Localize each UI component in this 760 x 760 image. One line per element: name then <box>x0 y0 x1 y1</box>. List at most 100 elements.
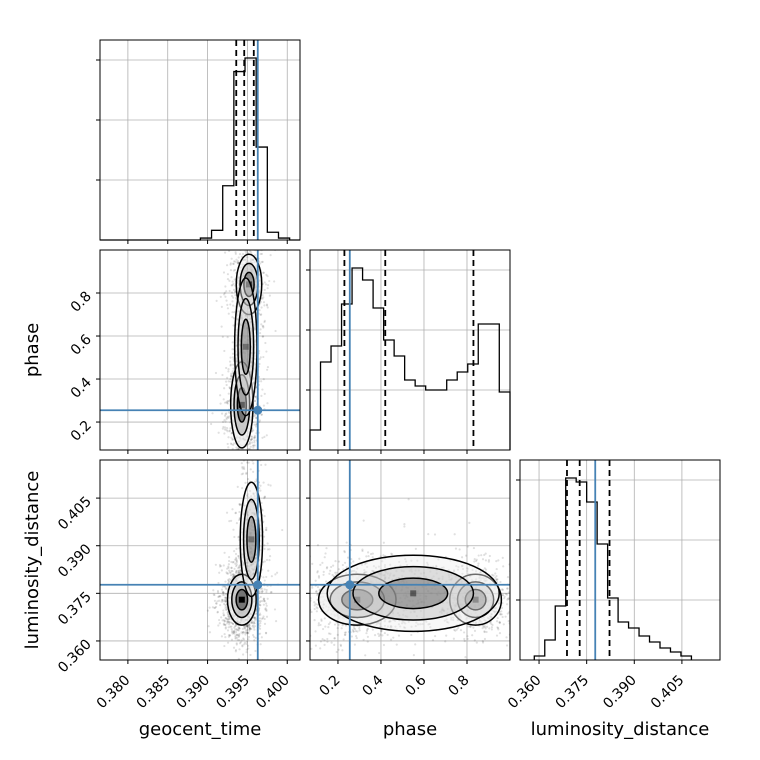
sample-point <box>414 547 417 550</box>
sample-point <box>239 337 242 340</box>
hist-panel-luminosity_distance <box>519 459 721 661</box>
sample-point <box>227 556 231 559</box>
sample-point <box>488 554 491 558</box>
sample-point <box>371 556 374 559</box>
sample-point <box>249 552 252 555</box>
sample-point <box>263 320 266 324</box>
sample-point <box>223 387 226 390</box>
sample-point <box>390 625 393 628</box>
sample-point <box>226 567 229 570</box>
sample-point <box>436 593 439 597</box>
sample-point <box>406 586 410 589</box>
sample-point <box>225 511 229 514</box>
sample-point <box>383 564 387 567</box>
contour-phase_vs_geocent_time-2-2 <box>240 318 252 376</box>
sample-point <box>487 560 490 563</box>
sample-point <box>252 626 256 629</box>
sample-point <box>252 470 255 473</box>
sample-point <box>242 638 246 641</box>
sample-point <box>229 442 232 445</box>
sample-point <box>484 552 487 555</box>
sample-point <box>501 588 504 591</box>
sample-point <box>250 437 253 441</box>
sample-point <box>223 614 226 617</box>
sample-point <box>377 622 380 625</box>
sample-point <box>243 631 247 634</box>
sample-point <box>355 634 358 638</box>
sample-point <box>400 589 403 592</box>
sample-point <box>252 537 256 540</box>
sample-point <box>246 561 249 564</box>
sample-point <box>417 590 420 593</box>
sample-point <box>248 321 251 324</box>
sample-point <box>240 317 243 320</box>
sample-point <box>325 567 328 570</box>
sample-point <box>227 626 230 629</box>
sample-point <box>250 531 253 535</box>
sample-point <box>262 576 265 579</box>
sample-point <box>337 568 341 571</box>
sample-point <box>369 552 373 556</box>
sample-point <box>248 551 251 554</box>
sample-point <box>249 500 253 503</box>
sample-point <box>242 562 245 566</box>
sample-point <box>227 399 230 403</box>
sample-point <box>333 636 336 640</box>
sample-point <box>234 260 237 263</box>
sample-point <box>219 402 222 405</box>
sample-point <box>415 615 418 618</box>
sample-point <box>274 573 277 576</box>
sample-point <box>371 628 374 631</box>
sample-point <box>249 468 252 471</box>
sample-point <box>241 644 244 647</box>
sample-point <box>425 597 428 600</box>
sample-point <box>241 627 245 630</box>
sample-point <box>263 288 266 292</box>
sample-point <box>249 531 252 534</box>
sample-point <box>225 299 228 302</box>
sample-point <box>488 627 491 630</box>
sample-point <box>253 622 256 625</box>
sample-point <box>504 592 508 596</box>
sample-point <box>250 563 253 566</box>
sample-point <box>228 571 231 574</box>
sample-point <box>302 610 304 612</box>
sample-point <box>230 625 233 628</box>
sample-point <box>506 612 509 615</box>
sample-point <box>246 624 249 628</box>
truth-point-luminosity_distance_vs_geocent_time <box>253 580 263 590</box>
sample-point <box>258 604 261 607</box>
sample-point <box>224 626 227 629</box>
sample-point <box>388 615 391 618</box>
sample-point <box>245 651 248 654</box>
sample-point <box>477 554 480 557</box>
sample-point <box>481 558 485 561</box>
sample-point <box>260 617 264 620</box>
sample-point <box>253 395 257 398</box>
sample-point <box>263 597 266 600</box>
sample-point <box>405 581 408 584</box>
sample-point <box>415 591 419 594</box>
sample-point <box>241 561 245 564</box>
sample-point <box>260 636 263 639</box>
sample-point <box>262 296 265 299</box>
sample-point <box>235 258 238 261</box>
sample-point <box>264 341 267 345</box>
sample-point <box>260 413 263 416</box>
sample-point <box>469 625 472 628</box>
sample-point <box>234 290 237 293</box>
sample-point <box>300 587 302 589</box>
sample-point <box>258 601 262 604</box>
sample-point <box>247 625 250 628</box>
sample-point <box>230 621 234 625</box>
sample-point <box>249 550 252 553</box>
sample-point <box>323 639 326 642</box>
sample-point <box>258 607 261 610</box>
sample-point <box>496 617 499 620</box>
sample-point <box>238 354 242 357</box>
sample-point <box>253 639 256 642</box>
sample-point <box>317 576 321 579</box>
sample-point <box>382 643 386 647</box>
sample-point <box>231 280 234 283</box>
sample-point <box>422 571 426 575</box>
